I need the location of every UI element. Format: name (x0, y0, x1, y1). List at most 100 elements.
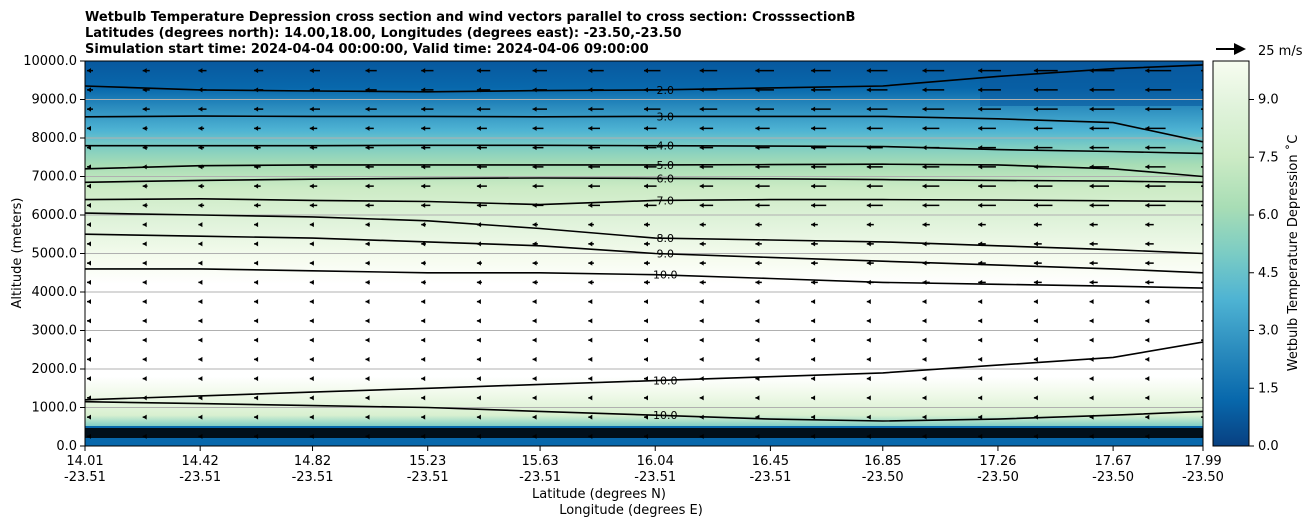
wind-vector-head (254, 68, 259, 74)
wind-vector-head (309, 68, 314, 74)
wind-vector-head (811, 414, 816, 420)
wind-vector-head (1145, 260, 1150, 266)
wind-vector-head (755, 299, 760, 305)
wind-vector-head (476, 376, 481, 382)
wind-vector-head (755, 337, 760, 343)
wind-vector-head (978, 202, 983, 208)
wind-vector-head (365, 318, 370, 324)
wind-vector-head (755, 222, 760, 228)
wind-vector-head (644, 337, 648, 343)
wind-vector-head (421, 202, 426, 208)
y-tick-label: 7000.0 (32, 170, 78, 185)
wind-vector-head (87, 87, 91, 93)
wind-vector-head (421, 183, 426, 189)
wind-vector-head (309, 337, 314, 343)
wind-vector-head (922, 222, 927, 228)
wind-vector-head (142, 299, 147, 305)
wind-vector-head (1033, 433, 1038, 439)
wind-vector-head (755, 279, 760, 285)
wind-vector-head (978, 125, 983, 131)
contour-line (85, 197, 1203, 206)
wind-vector-head (476, 414, 481, 420)
wind-vector-head (1033, 202, 1038, 208)
wind-vector-head (142, 376, 147, 382)
x-tick-label-lat: 17.26 (979, 454, 1016, 469)
wind-vector-head (644, 222, 648, 228)
y-tick-label: 8000.0 (32, 131, 78, 146)
wind-vector-head (811, 433, 816, 439)
wind-vector-head (309, 356, 314, 362)
title-line-1: Wetbulb Temperature Depression cross sec… (85, 10, 855, 25)
wind-vector-head (699, 125, 704, 131)
wind-vector-head (532, 299, 537, 305)
colorbar-tick-label: 6.0 (1258, 208, 1279, 223)
wind-vector-head (365, 202, 370, 208)
wind-vector-head (142, 318, 147, 324)
x-tick-label-lon: -23.51 (634, 470, 676, 485)
wind-vector-head (978, 376, 983, 382)
wind-vector-head (588, 106, 593, 112)
wind-vector-head (309, 395, 314, 401)
wind-vector-head (254, 318, 259, 324)
wind-vector-head (421, 299, 426, 305)
wind-vector-head (532, 125, 537, 131)
wind-vector-head (421, 414, 426, 420)
surface-contour-band (85, 428, 1203, 438)
x-tick-label-lat: 15.23 (409, 454, 446, 469)
y-tick-label: 3000.0 (32, 324, 78, 339)
wind-vector-head (1033, 87, 1038, 93)
wind-vector-head (254, 395, 259, 401)
wind-vector-head (588, 279, 593, 285)
wind-vector-head (365, 106, 370, 112)
contour-label: 10.0 (653, 409, 678, 422)
wind-vector-head (588, 260, 593, 266)
wind-vector-head (811, 376, 816, 382)
wind-vector-head (309, 318, 314, 324)
wind-vector-head (978, 87, 983, 93)
x-axis-label-latitude: Latitude (degrees N) (532, 487, 666, 502)
wind-vector-head (588, 68, 593, 74)
wind-vector-head (254, 299, 259, 305)
x-tick-label-lon: -23.51 (292, 470, 334, 485)
contour-line (85, 400, 1203, 422)
wind-vector-head (365, 337, 370, 343)
wind-vector-head (755, 433, 760, 439)
wind-vector-head (532, 145, 537, 151)
wind-vector-head (309, 433, 314, 439)
y-tick-label: 9000.0 (32, 93, 78, 108)
wind-vector-head (254, 183, 259, 189)
wind-vector-head (1089, 125, 1094, 131)
wind-vector-head (1089, 87, 1094, 93)
contour-label: 10.0 (653, 269, 678, 282)
wind-vector-head (421, 318, 426, 324)
upper-right-dry-region (980, 61, 1203, 106)
wind-vector-head (1033, 106, 1038, 112)
wind-vector-head (811, 164, 816, 170)
wind-vector-head (421, 145, 426, 151)
wind-vector-head (811, 68, 816, 74)
wind-vector-head (1089, 299, 1094, 305)
wind-vector-head (1145, 337, 1150, 343)
wind-vector-head (644, 202, 648, 208)
wind-vector-head (978, 337, 983, 343)
wind-vector-head (644, 376, 648, 382)
wind-vector-head (87, 260, 91, 266)
wind-vector-head (532, 106, 537, 112)
wind-key-label: 25 m/s (1258, 44, 1303, 59)
wind-vector-head (755, 183, 760, 189)
contour-label: 3.0 (656, 110, 674, 123)
wind-vector-head (1145, 395, 1150, 401)
wind-vector-head (142, 183, 147, 189)
wind-vector-head (811, 87, 816, 93)
wind-vector-head (866, 106, 871, 112)
wind-vector-head (1145, 376, 1150, 382)
wind-vector-head (421, 106, 426, 112)
wind-vector-head (1033, 183, 1038, 189)
wind-vector-head (922, 202, 927, 208)
wind-vector-head (421, 68, 426, 74)
wind-vector-head (1145, 222, 1150, 228)
wind-vector-head (699, 395, 704, 401)
wind-vector-head (476, 299, 481, 305)
wind-vector-head (309, 260, 314, 266)
wind-vector-head (532, 433, 537, 439)
